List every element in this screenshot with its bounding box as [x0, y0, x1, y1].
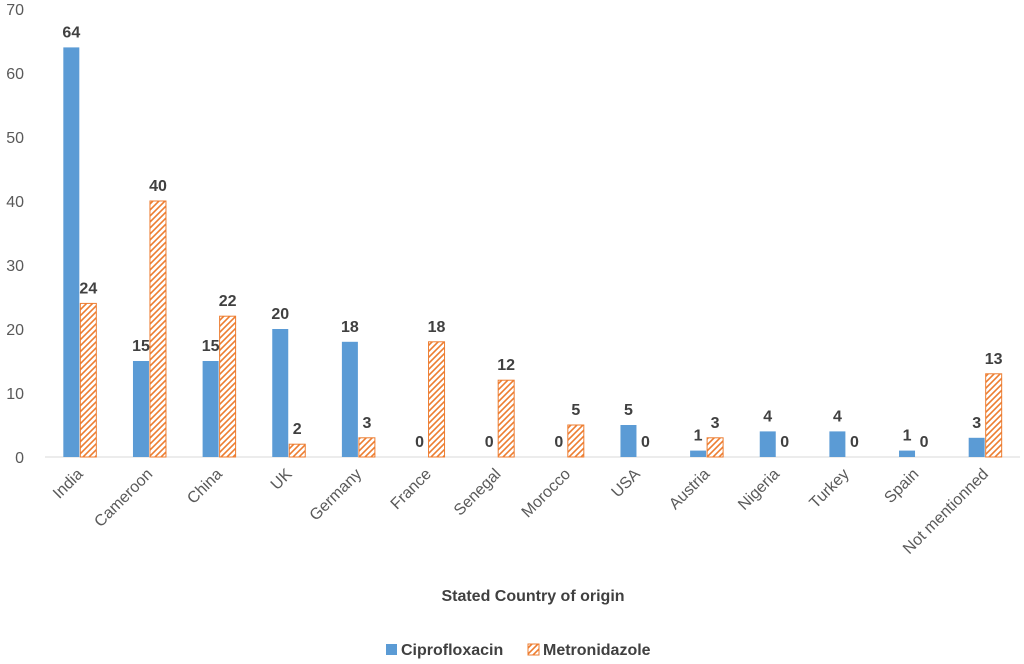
bar-ciprofloxacin — [690, 450, 707, 457]
data-label: 1 — [903, 428, 912, 445]
data-label: 0 — [641, 434, 650, 451]
bar-metronidazole — [149, 200, 167, 458]
data-label: 0 — [850, 434, 859, 451]
bar-ciprofloxacin — [968, 437, 985, 457]
y-tick-label: 30 — [6, 258, 24, 275]
data-label: 0 — [554, 434, 563, 451]
y-tick-label: 10 — [6, 386, 24, 403]
x-tick-label: Nigeria — [735, 466, 783, 514]
data-label: 24 — [79, 280, 97, 297]
data-label: 18 — [341, 319, 359, 336]
legend: Ciprofloxacin Metronidazole — [386, 642, 651, 659]
y-tick-label: 70 — [6, 2, 24, 19]
bar-metronidazole — [497, 379, 515, 458]
bar-metronidazole — [79, 302, 97, 458]
data-label: 4 — [763, 408, 772, 425]
data-label: 3 — [711, 415, 720, 432]
x-tick-label: USA — [609, 466, 645, 502]
bar-metronidazole — [219, 315, 237, 458]
bar-metronidazole — [567, 424, 585, 458]
bar-ciprofloxacin — [759, 431, 776, 457]
data-label: 40 — [149, 178, 167, 195]
data-label: 4 — [833, 408, 842, 425]
data-label: 3 — [972, 415, 981, 432]
legend-swatch-ciprofloxacin — [386, 644, 397, 655]
y-tick-label: 40 — [6, 194, 24, 211]
x-axis-title: Stated Country of origin — [441, 588, 624, 605]
y-tick-label: 0 — [15, 450, 24, 467]
bar-ciprofloxacin — [899, 450, 916, 457]
legend-label-metronidazole: Metronidazole — [543, 642, 651, 659]
x-tick-label: Germany — [307, 466, 366, 525]
data-label: 15 — [132, 338, 150, 355]
x-tick-label: China — [184, 466, 226, 508]
bar-metronidazole — [358, 437, 376, 458]
bar-ciprofloxacin — [132, 361, 149, 457]
bar-ciprofloxacin — [620, 425, 637, 457]
data-label: 5 — [571, 402, 580, 419]
bar-metronidazole — [706, 437, 724, 458]
x-tick-label: France — [388, 466, 435, 513]
data-label: 2 — [293, 421, 302, 438]
x-tick-label: India — [50, 466, 87, 503]
legend-swatch-metronidazole — [527, 643, 540, 656]
x-tick-label: Cameroon — [91, 466, 156, 531]
bar-metronidazole — [985, 373, 1003, 458]
data-label: 22 — [219, 293, 237, 310]
x-tick-label: Senegal — [451, 466, 505, 520]
data-label: 1 — [694, 428, 703, 445]
data-label: 64 — [62, 24, 80, 41]
bars-group — [63, 47, 1003, 458]
bar-ciprofloxacin — [272, 329, 289, 457]
bar-ciprofloxacin — [63, 47, 80, 458]
bar-metronidazole — [288, 443, 306, 458]
data-label: 12 — [497, 357, 515, 374]
category-labels-group: India Cameroon China UK Germany France Senegal… — [50, 466, 992, 558]
x-tick-label: Morocco — [519, 466, 574, 521]
x-tick-label: Turkey — [807, 466, 853, 512]
x-tick-label: Austria — [666, 466, 713, 513]
data-label: 20 — [271, 306, 289, 323]
y-axis: 0 10 20 30 40 50 60 70 — [6, 2, 24, 467]
data-label: 5 — [624, 402, 633, 419]
x-tick-label: Spain — [881, 466, 922, 507]
x-tick-label: UK — [268, 466, 296, 494]
legend-label-ciprofloxacin: Ciprofloxacin — [401, 642, 503, 659]
data-label: 3 — [362, 415, 371, 432]
data-label: 15 — [202, 338, 220, 355]
bar-ciprofloxacin — [829, 431, 846, 457]
data-label: 18 — [428, 319, 446, 336]
data-label: 0 — [415, 434, 424, 451]
data-label: 0 — [485, 434, 494, 451]
bar-ciprofloxacin — [341, 341, 358, 457]
bar-ciprofloxacin — [202, 361, 219, 457]
y-tick-label: 60 — [6, 66, 24, 83]
y-tick-label: 20 — [6, 322, 24, 339]
y-tick-label: 50 — [6, 130, 24, 147]
data-label: 13 — [985, 351, 1003, 368]
data-label: 0 — [780, 434, 789, 451]
bar-metronidazole — [428, 341, 446, 458]
data-label: 0 — [920, 434, 929, 451]
